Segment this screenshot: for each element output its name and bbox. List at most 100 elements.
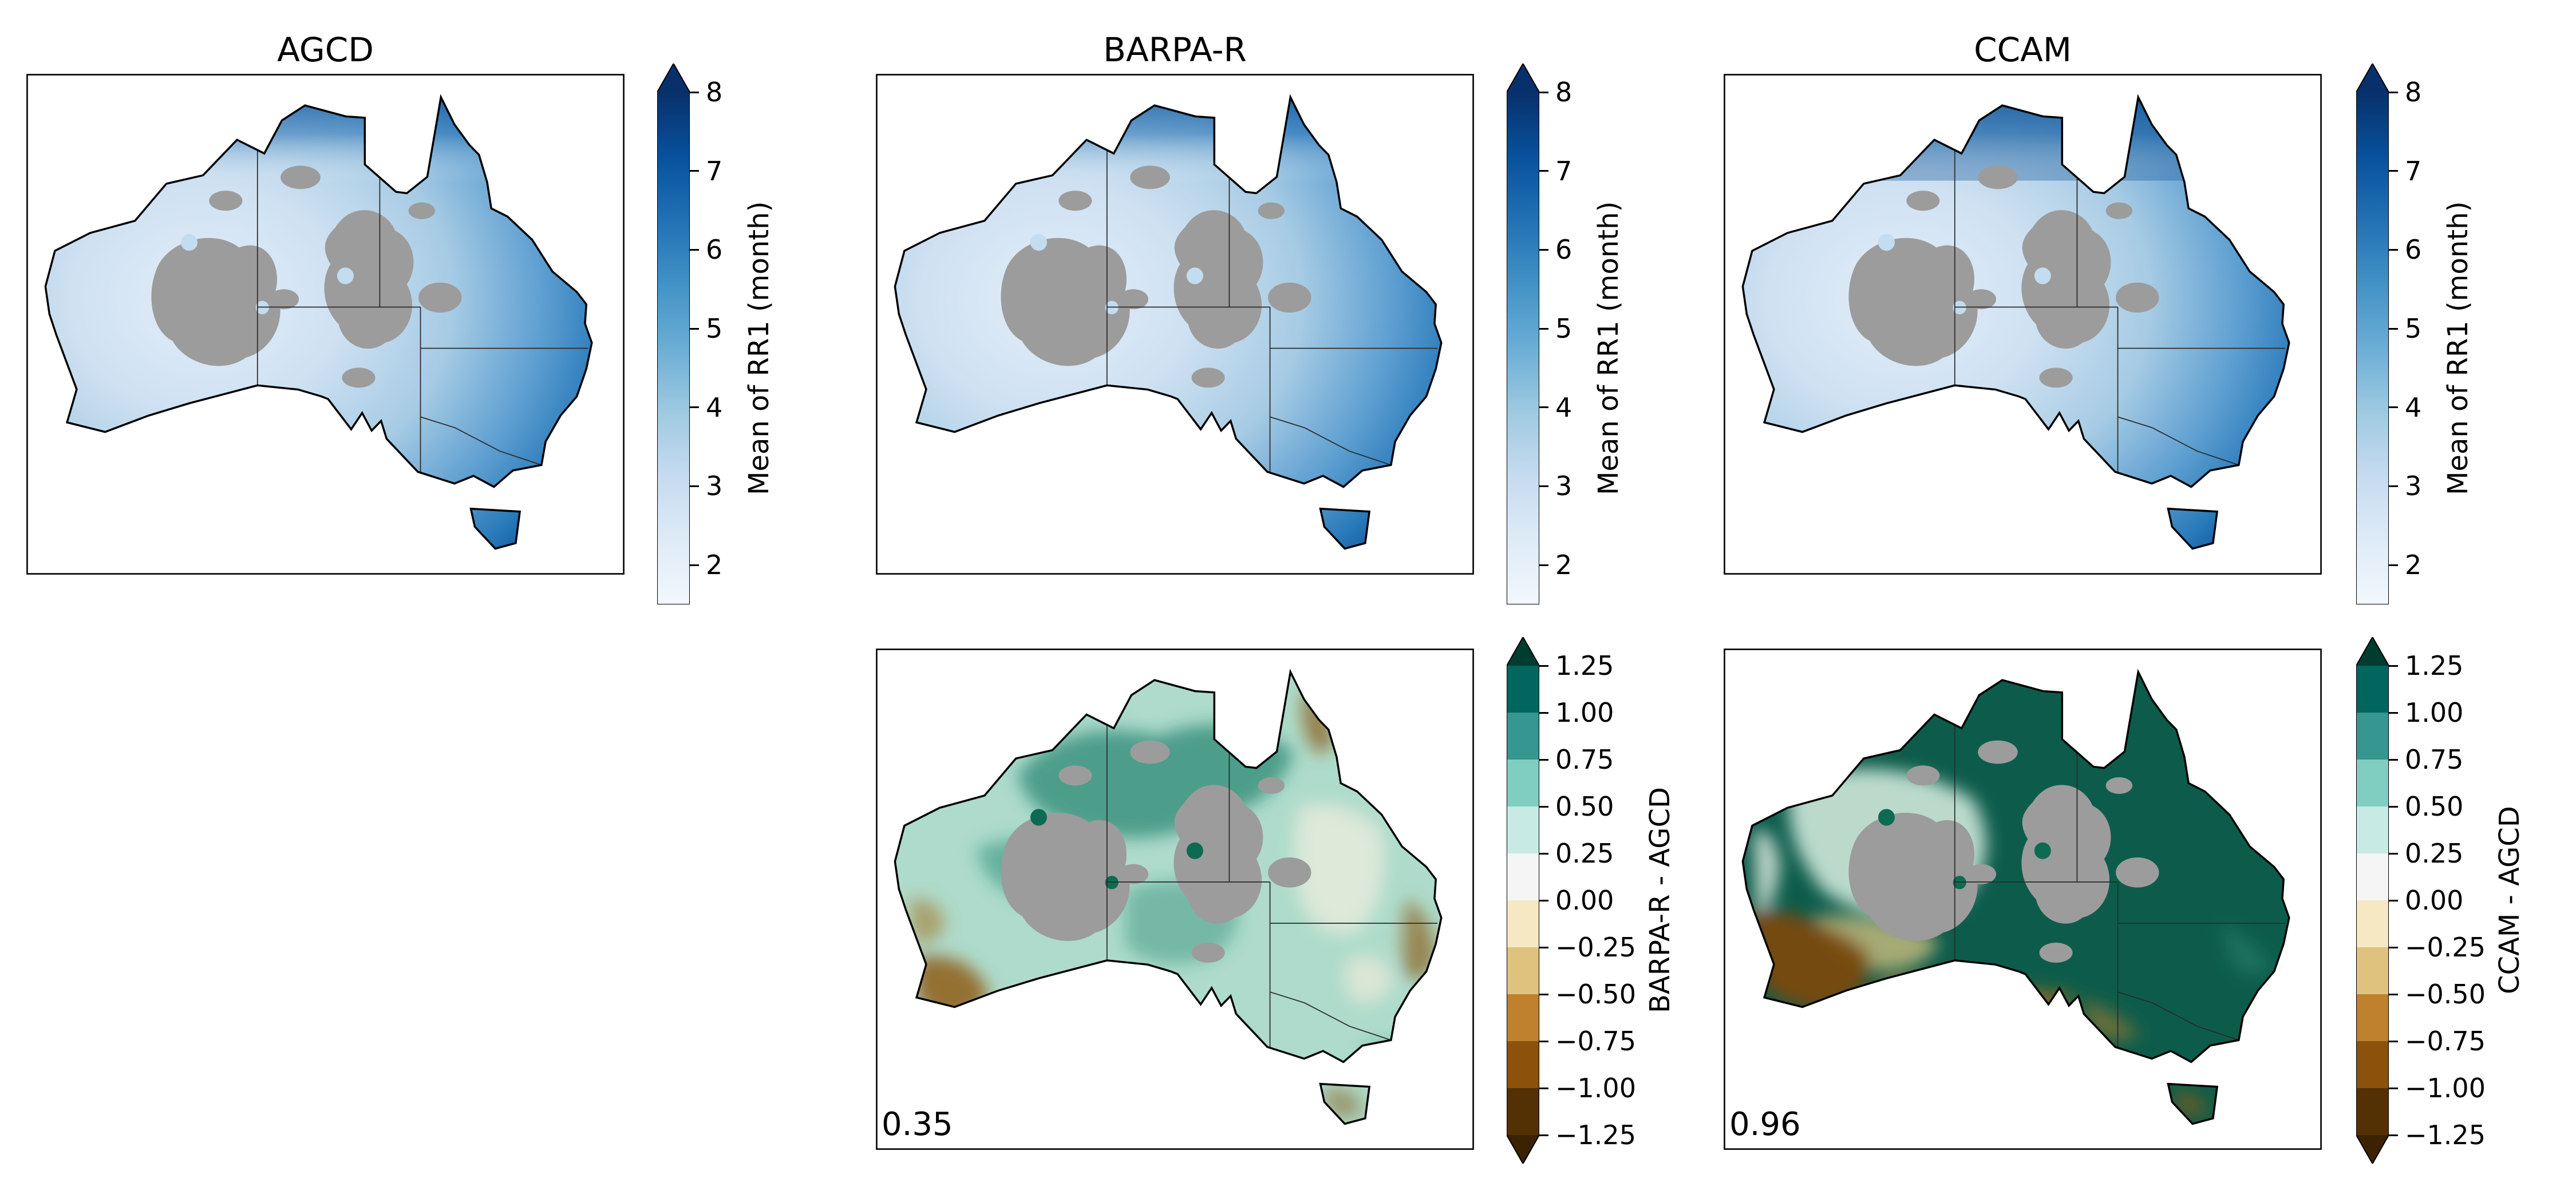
tick-mark [2389, 993, 2398, 995]
panel-title-agcd: AGCD [277, 30, 374, 69]
map-barpa [876, 74, 1474, 575]
tick-mark [690, 327, 699, 330]
colorbar-tick: 1.25 [2389, 650, 2463, 681]
tick-mark [1539, 327, 1548, 330]
colorbar-tick: 0.00 [1539, 885, 1614, 916]
tick-mark [2389, 564, 2398, 566]
tick-mark [1539, 485, 1548, 487]
tick-label: −0.25 [1555, 932, 1636, 963]
mean-bias-value-ccam: 0.96 [1729, 1106, 1801, 1143]
colorbar-tick: −1.00 [1539, 1073, 1636, 1104]
tick-label: 7 [706, 155, 723, 187]
colorbar-tick: 2 [2389, 549, 2421, 580]
tick-label: 2 [1555, 549, 1573, 581]
tick-mark [1539, 406, 1548, 409]
colorbar-ticks: 1.25 1.00 0.75 0.50 0.25 0.00 −0.25 −0.50 −0.75 −… [2389, 650, 2538, 1150]
colorbar-tick: −0.25 [1539, 932, 1636, 963]
tick-label: 7 [1555, 155, 1573, 187]
tick-label: 1.25 [1555, 650, 1614, 681]
map-barpa-diff [876, 649, 1474, 1150]
tick-label: −1.00 [2405, 1073, 2486, 1104]
tick-mark [2389, 852, 2398, 855]
colorbar-tick: 6 [690, 234, 722, 265]
tick-mark [1539, 758, 1548, 761]
tick-label: 1.00 [1555, 697, 1614, 728]
tick-label: −0.50 [1555, 979, 1636, 1010]
tick-mark [1539, 1040, 1548, 1042]
colorbar-gradient [1506, 62, 1540, 607]
colorbar-tick: 0.25 [2389, 838, 2463, 869]
colorbar-tick: 6 [1539, 234, 1572, 265]
tick-mark [2389, 91, 2398, 93]
tick-mark [2389, 711, 2398, 714]
colorbar-tick: 0.75 [2389, 744, 2463, 775]
colorbar-tick: −0.50 [1539, 979, 1636, 1010]
tick-label: 4 [706, 392, 723, 423]
colorbar-tick: 3 [1539, 470, 1572, 501]
tick-mark [1539, 805, 1548, 808]
tick-label: 4 [1555, 392, 1573, 423]
colorbar-ticks: 8 7 6 5 4 3 2 [1539, 77, 1688, 604]
tick-mark [1539, 1087, 1548, 1089]
colorbar-tick: −1.00 [2389, 1073, 2486, 1104]
colorbar-label: BARPA-R - AGCD [1644, 787, 1676, 1014]
tick-label: 4 [2405, 392, 2422, 423]
tick-mark [1539, 852, 1548, 855]
tick-label: 8 [1555, 77, 1573, 108]
tick-label: 0.00 [1555, 885, 1614, 916]
colorbar-tick: 0.50 [2389, 791, 2463, 822]
tick-mark [1539, 564, 1548, 566]
colorbar-tick: 3 [690, 470, 722, 501]
colorbar-tick: 1.00 [2389, 697, 2463, 728]
colorbar-label: CCAM - AGCD [2494, 806, 2526, 995]
tick-label: −1.25 [1555, 1120, 1636, 1150]
tick-mark [1539, 993, 1548, 995]
colorbar-ticks: 8 7 6 5 4 3 2 [690, 77, 839, 604]
colorbar-tick: 1.25 [1539, 650, 1614, 681]
tick-label: 0.75 [1555, 744, 1614, 775]
tick-label: 0.25 [2405, 838, 2464, 869]
map-ccam-svg [1724, 74, 2322, 575]
tick-label: 0.50 [2405, 791, 2464, 822]
colorbar-tick: 0.75 [1539, 744, 1614, 775]
colorbar-tick: 7 [1539, 156, 1572, 187]
colorbar-tick: 0.00 [2389, 885, 2463, 916]
colorbar-gradient [657, 62, 690, 607]
colorbar-tick: 8 [690, 77, 722, 108]
tick-label: 6 [1555, 234, 1573, 266]
tick-mark [690, 248, 699, 251]
tick-label: 0.25 [1555, 838, 1614, 869]
tick-label: 1.25 [2405, 650, 2464, 681]
colorbar-gradient [2356, 62, 2389, 607]
colorbar-tick: 3 [2389, 470, 2421, 501]
tick-label: 2 [706, 549, 723, 581]
colorbar-tick: 6 [2389, 234, 2421, 265]
colorbar-tick: 4 [1539, 392, 1572, 423]
colorbar-tick: 2 [1539, 549, 1572, 580]
colorbar-tick: 1.00 [1539, 697, 1614, 728]
tick-label: 3 [706, 470, 723, 502]
colorbar-tick: 4 [690, 392, 722, 423]
colorbar-tick: 2 [690, 549, 722, 580]
tick-mark [1539, 946, 1548, 948]
colorbar-tick: −0.50 [2389, 979, 2486, 1010]
tick-label: 0.50 [1555, 791, 1614, 822]
tick-mark [1539, 91, 1548, 93]
tick-label: 5 [2405, 313, 2422, 345]
colorbar-tick: −1.25 [1539, 1120, 1636, 1150]
tick-mark [1539, 1134, 1548, 1136]
tick-label: −0.25 [2405, 932, 2486, 963]
tick-mark [1539, 248, 1548, 251]
panel-title-barpa: BARPA-R [1103, 30, 1247, 69]
map-agcd-svg [26, 74, 625, 575]
tick-mark [690, 485, 699, 487]
tick-mark [1539, 665, 1548, 667]
colorbar-ticks: 8 7 6 5 4 3 2 [2389, 77, 2538, 604]
colorbar-tick: −0.25 [2389, 932, 2486, 963]
tick-mark [1539, 899, 1548, 902]
colorbar-tick: 7 [690, 156, 722, 187]
colorbar-tick: 7 [2389, 156, 2421, 187]
colorbar-tick: 4 [2389, 392, 2421, 423]
tick-mark [2389, 248, 2398, 251]
tick-mark [2389, 1087, 2398, 1089]
